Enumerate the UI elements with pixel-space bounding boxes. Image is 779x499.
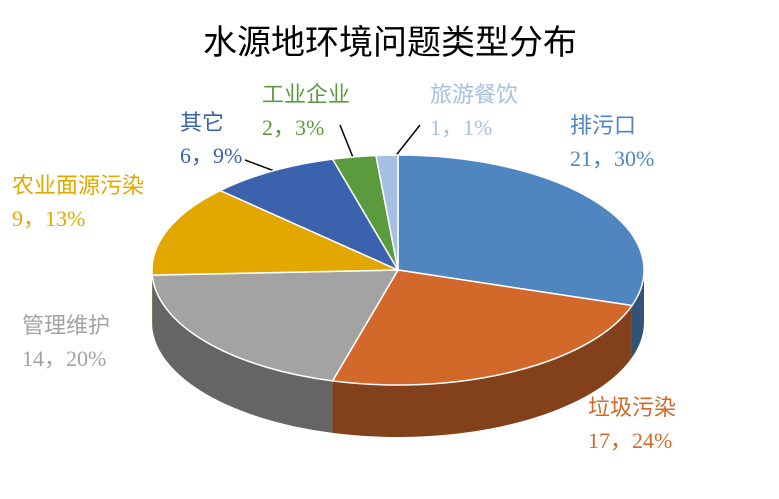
slice-side (631, 270, 644, 358)
chart-title: 水源地环境问题类型分布 (203, 24, 577, 62)
category-label: 农业面源污染 (12, 173, 144, 198)
slice (151, 189, 399, 276)
value-label: 2，3% (262, 115, 324, 140)
slice (151, 269, 400, 382)
slice-side (332, 305, 632, 438)
slice (375, 154, 399, 271)
top-layer (151, 154, 645, 386)
value-label: 1，1% (430, 115, 492, 140)
category-label: 工业企业 (262, 82, 350, 107)
value-label: 17，24% (588, 428, 672, 453)
category-label: 垃圾污染 (588, 395, 676, 420)
category-label: 旅游餐饮 (430, 82, 518, 107)
category-label: 排污口 (570, 113, 636, 138)
side-layer (152, 270, 644, 438)
category-label: 管理维护 (22, 313, 110, 338)
slice (331, 269, 634, 386)
slice (397, 154, 645, 307)
value-label: 9，13% (12, 206, 85, 231)
slice (218, 158, 400, 272)
category-label: 其它 (180, 110, 224, 135)
slice-side (152, 275, 333, 433)
value-label: 21，30% (570, 146, 654, 171)
value-label: 14，20% (22, 346, 106, 371)
value-label: 6，9% (180, 143, 242, 168)
